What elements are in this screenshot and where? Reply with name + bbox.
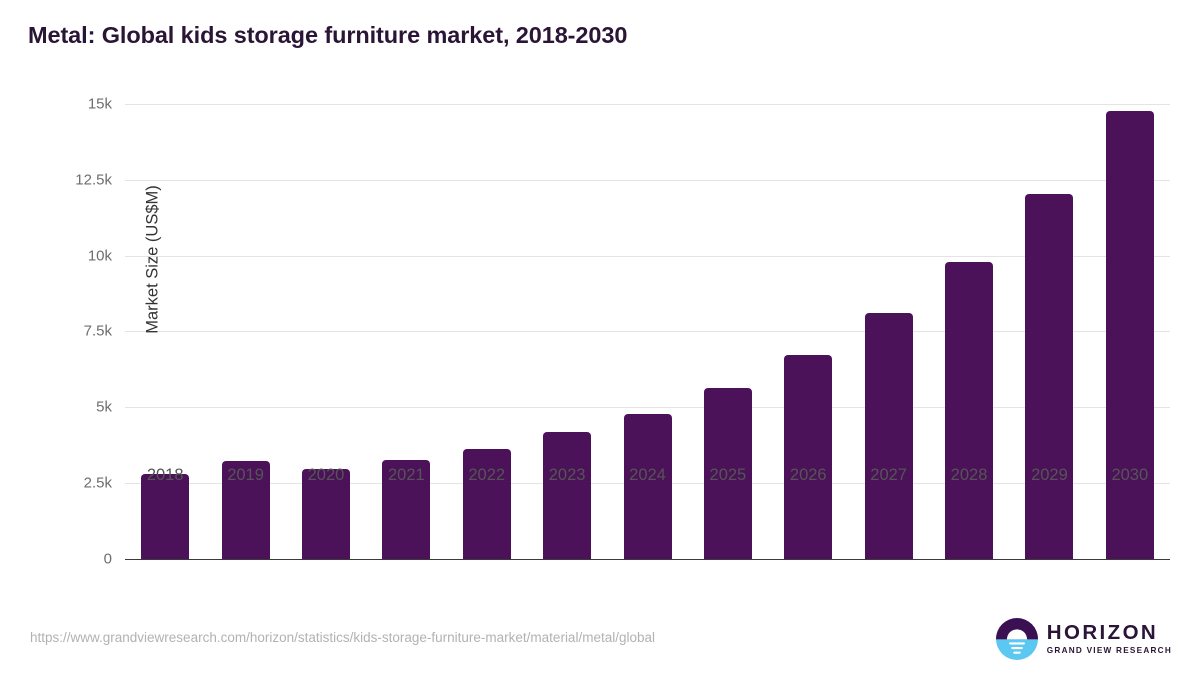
y-axis-tick-label: 10k [87,247,112,264]
bar[interactable] [462,448,511,559]
bar[interactable] [1025,194,1074,559]
gridline [125,407,1170,408]
bar[interactable] [1105,111,1154,559]
x-axis-tick-label: 2027 [870,466,907,484]
y-axis-tick-label: 15k [87,95,112,113]
x-axis-tick-label: 2026 [789,466,827,484]
bar[interactable] [301,468,350,559]
page-title: Metal: Global kids storage furniture mar… [28,22,628,48]
source-url[interactable]: https://www.grandviewresearch.com/horizo… [30,630,655,645]
gridline [125,331,1170,333]
x-axis-tick-label: 2024 [629,466,666,484]
bar[interactable] [703,387,752,559]
x-axis-tick-label: 2030 [1111,466,1149,484]
plot-area: Market Size (US$M) [125,104,1170,561]
x-axis-tick-label: 2018 [146,466,184,484]
logo-text: HORIZON GRAND VIEW RESEARCH [1047,623,1172,655]
y-axis-tick-label: 7.5k [83,322,112,340]
bar[interactable] [221,461,270,559]
x-axis-tick-label: 2022 [468,466,506,484]
x-axis-line [125,558,1170,561]
y-axis-tick-label: 12.5k [75,171,112,189]
bar[interactable] [945,261,994,559]
x-axis-tick-label: 2019 [227,466,264,484]
y-axis-tick-label: 0 [103,550,112,567]
gridline [125,179,1170,181]
y-axis-tick-label: 5k [96,398,112,416]
x-axis-tick-label: 2028 [950,466,988,484]
bar[interactable] [543,432,592,559]
horizon-logo[interactable]: HORIZON GRAND VIEW RESEARCH [995,616,1172,662]
gridline [125,104,1170,105]
bar[interactable] [623,413,672,559]
bar[interactable] [784,354,833,559]
x-axis-tick-label: 2021 [387,466,425,484]
x-axis-tick-label: 2023 [548,466,586,484]
bar[interactable] [864,313,913,559]
y-axis-title: Market Size (US$M) [143,185,162,334]
gridline [125,255,1170,257]
x-axis-tick-label: 2020 [307,466,345,484]
bar[interactable] [382,460,431,559]
x-axis-tick-label: 2029 [1031,466,1068,484]
y-axis-tick-label: 2.5k [83,474,112,492]
bar[interactable] [141,474,190,559]
horizon-logo-icon [995,618,1038,660]
logo-tagline: GRAND VIEW RESEARCH [1046,645,1172,655]
logo-wordmark: HORIZON [1046,621,1159,645]
x-axis-tick-label: 2025 [709,466,747,484]
